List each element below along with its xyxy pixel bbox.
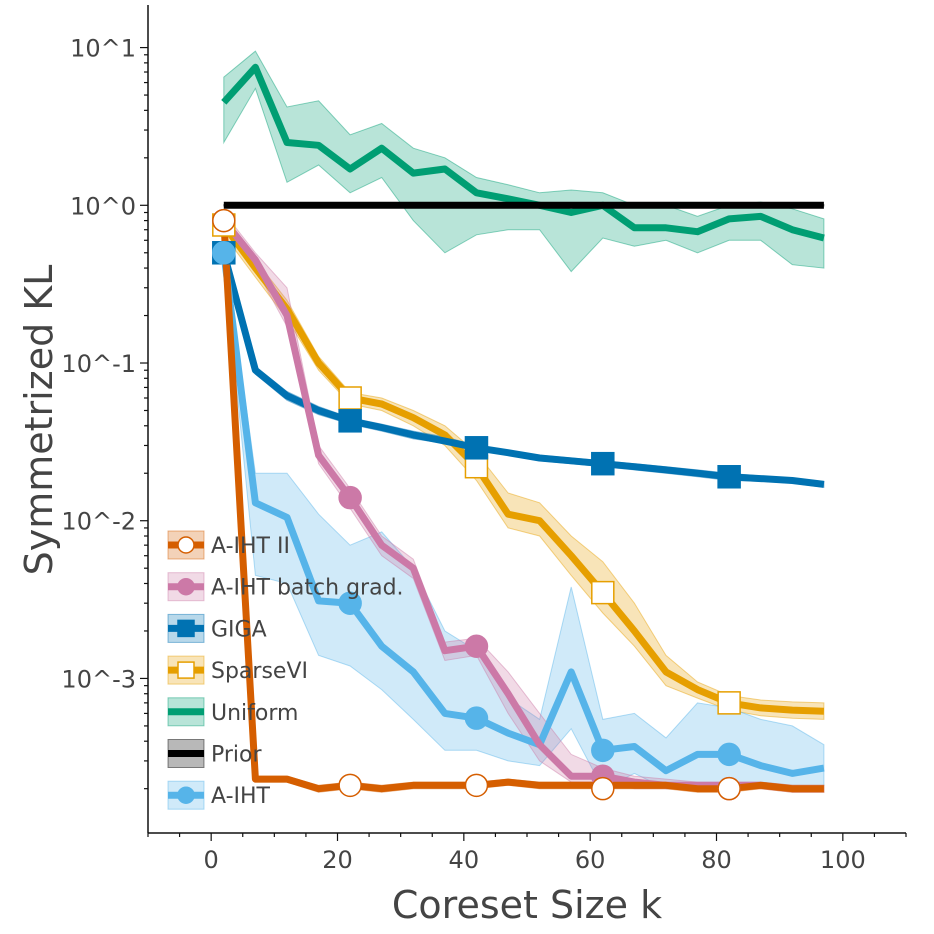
marker-sparsevi [717,691,741,715]
marker-a-iht [591,738,615,763]
x-axis-title: Coreset Size k [392,883,662,927]
marker-a-iht-batch-grad [464,634,489,658]
legend-label: A-IHT [211,784,271,809]
y-tick-label: 10^-2 [61,508,136,536]
series-lines [220,63,825,793]
marker-a-iht-ii [591,776,615,801]
legend-label: GIGA [211,617,267,642]
legend-swatch-marker [177,577,195,596]
band-giga [223,246,825,488]
legend-item-a-iht-ii: A-IHT II [167,530,290,560]
marker-a-iht [212,241,236,265]
legend-item-giga: GIGA [167,613,267,643]
legend-swatch-marker [177,619,195,638]
legend-item-sparsevi: SparseVI [167,655,308,685]
series-markers [212,208,741,801]
marker-a-iht-ii [717,776,741,801]
marker-sparsevi [591,580,615,605]
legend-label: A-IHT II [211,534,290,559]
marker-giga [464,436,489,460]
y-tick-label: 10^-1 [61,350,136,378]
legend-label: A-IHT batch grad. [211,576,404,601]
band-sparsevi [223,214,825,720]
legend-swatch-marker [177,536,195,554]
axes: 0 20 40 60 80 100 10^1 10^0 10^-1 10^-2 10^-3 [61,5,907,874]
marker-a-iht [464,706,489,730]
x-tick-label: 0 [204,846,219,874]
marker-a-iht-batch-grad [338,485,362,510]
y-axis-ticks: 10^1 10^0 10^-1 10^-2 10^-3 [61,35,148,790]
x-tick-label: 40 [449,846,480,874]
legend-item-a-iht-batch-grad: A-IHT batch grad. [167,572,404,602]
x-tick-label: 80 [701,846,732,874]
marker-giga [338,409,362,433]
x-tick-label: 60 [575,846,606,874]
marker-a-iht-ii [212,208,236,233]
marker-a-iht-ii [464,773,489,798]
legend-swatch-marker [177,661,195,679]
y-tick-label: 10^-3 [61,665,136,693]
y-tick-label: 10^0 [70,192,136,220]
marker-giga [591,451,615,476]
legend: A-IHT II A-IHT batch grad. GIGA SparseVI Uni… [167,530,404,810]
legend-label: SparseVI [211,659,308,684]
x-tick-label: 100 [820,846,866,874]
legend-item-prior: Prior [167,739,262,768]
legend-item-uniform: Uniform [167,697,298,727]
marker-a-iht [338,591,362,615]
marker-a-iht-ii [338,773,362,798]
legend-swatch-marker [177,786,195,804]
marker-giga [717,465,741,489]
legend-item-a-iht: A-IHT [167,780,271,810]
legend-label: Prior [211,743,262,768]
y-axis-title: Symmetrized KL [17,265,61,576]
marker-a-iht [717,742,741,767]
y-tick-label: 10^1 [70,35,136,63]
x-tick-label: 20 [322,846,353,874]
x-axis-ticks: 0 20 40 60 80 100 [147,833,907,874]
legend-label: Uniform [211,701,298,726]
band-uniform [223,50,825,273]
marker-sparsevi [338,386,362,410]
